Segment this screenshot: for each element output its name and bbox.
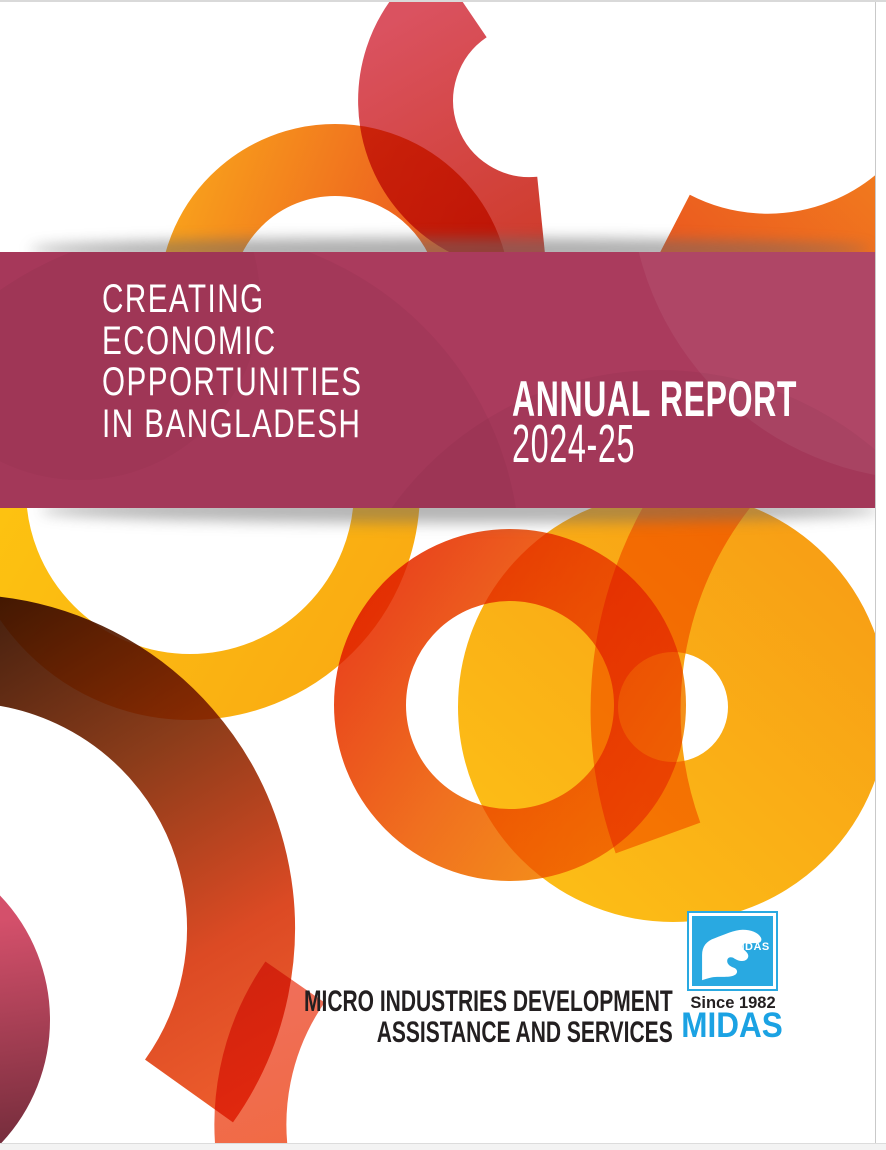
cover-title: CREATING ECONOMIC OPPORTUNITIES IN BANGL… — [102, 277, 363, 446]
cover-title-line: OPPORTUNITIES — [102, 360, 363, 404]
logo-tagline: Since 1982 — [690, 993, 776, 1012]
hand-pinch-icon — [701, 929, 762, 981]
organization-name-line1: MICRO INDUSTRIES DEVELOPMENT — [304, 985, 673, 1018]
logo-icon-label: MIDAS — [731, 941, 770, 954]
cover-title-line: ECONOMIC — [102, 318, 277, 363]
midas-wordmark: MIDAS — [681, 1006, 783, 1045]
organization-name: MICRO INDUSTRIES DEVELOPMENT ASSISTANCE … — [304, 986, 673, 1048]
midas-logo: MIDAS — [687, 911, 778, 991]
logo-frame: MIDAS — [689, 913, 776, 989]
report-period: 2024-25 — [512, 414, 636, 474]
cover-title-line: IN BANGLADESH — [102, 401, 362, 446]
cover-title-line: CREATING — [102, 277, 265, 321]
logo-tile: MIDAS — [692, 916, 773, 986]
organization-name-line2: ASSISTANCE AND SERVICES — [376, 1016, 673, 1049]
annual-report-label: ANNUAL REPORT — [512, 371, 798, 427]
